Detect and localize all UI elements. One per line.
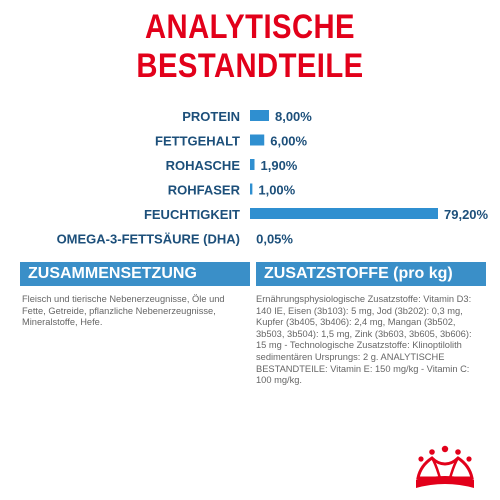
- bar: [250, 183, 253, 195]
- category-label: OMEGA-3-FETTSÄURE (DHA): [57, 232, 240, 247]
- value-label: 6,00%: [270, 134, 307, 149]
- value-label: 1,00%: [258, 183, 295, 198]
- composition-heading: ZUSAMMENSETZUNG: [20, 262, 250, 286]
- bar: [250, 134, 265, 146]
- category-label: FETTGEHALT: [155, 134, 240, 149]
- analysis-bar-chart: PROTEIN 8,00% FETTGEHALT 6,00% ROHASCHE 1,90%…: [57, 109, 489, 247]
- page-title: ANALYTISCHE BESTANDTEILE: [136, 8, 364, 85]
- value-label: 8,00%: [275, 109, 312, 124]
- bar: [250, 208, 438, 219]
- additives-text: Ernährungsphysiologische Zusatzstoffe: V…: [256, 294, 472, 386]
- bar: [250, 159, 255, 170]
- value-label: 0,05%: [256, 232, 293, 247]
- composition-text: Fleisch und tierische Nebenerzeugnisse, …: [22, 294, 225, 328]
- value-label: 1,90%: [261, 158, 298, 173]
- category-label: ROHASCHE: [166, 158, 241, 173]
- category-label: ROHFASER: [168, 183, 241, 198]
- category-label: PROTEIN: [182, 109, 240, 124]
- value-label: 79,20%: [444, 207, 489, 222]
- additives-heading: ZUSATZSTOFFE (pro kg): [256, 262, 486, 286]
- bar: [250, 110, 269, 121]
- crown-logo: [416, 445, 474, 488]
- category-label: FEUCHTIGKEIT: [144, 207, 240, 222]
